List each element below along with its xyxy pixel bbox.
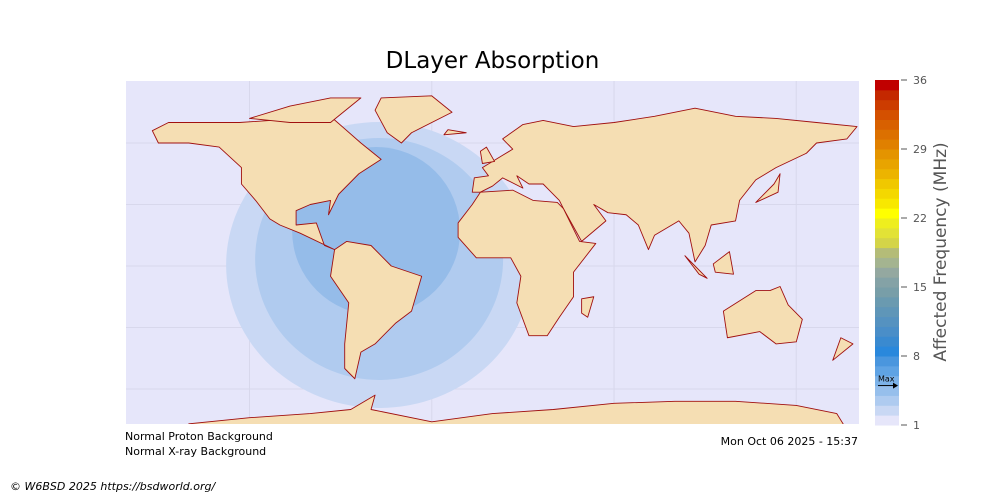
land-eurasia: [471, 107, 858, 263]
colorbar-segment: [875, 237, 899, 249]
max-marker-label: Max: [878, 375, 895, 384]
land-uk: [479, 146, 495, 164]
colorbar-label: Affected Frequency (MHz): [931, 142, 951, 362]
land-south-america: [330, 240, 423, 380]
proton-status: Normal Proton Background: [125, 430, 273, 443]
colorbar-segment: [875, 326, 899, 337]
colorbar-tick-label: 29: [913, 143, 927, 156]
colorbar-segment: [875, 277, 899, 288]
colorbar-segment: [875, 89, 899, 101]
colorbar-segment: [875, 227, 899, 239]
colorbar-tick-label: 15: [913, 281, 927, 294]
world-map: [126, 81, 859, 424]
colorbar-segment: [875, 109, 899, 120]
land-sumatra: [684, 255, 708, 279]
colorbar-segment: [875, 257, 899, 268]
colorbar-segment: [875, 395, 899, 406]
land-new-zealand: [832, 337, 854, 361]
colorbar-segment: [875, 415, 899, 426]
colorbar-segment: [875, 158, 899, 170]
colorbar-tick-label: 22: [913, 212, 927, 225]
colorbar-segment: [875, 168, 899, 180]
land-greenland: [374, 95, 453, 144]
colorbar-tick-label: 1: [913, 419, 920, 432]
colorbar-segment: [875, 356, 899, 367]
colorbar: 36 29 22 15 8 1 Max: [875, 74, 927, 432]
colorbar-segment: [875, 139, 899, 150]
colorbar-segment: [875, 80, 899, 91]
colorbar-segment: [875, 247, 899, 258]
colorbar-segment: [875, 316, 899, 327]
land-africa: [457, 189, 597, 337]
timestamp: Mon Oct 06 2025 - 15:37: [720, 435, 858, 448]
land-antarctica: [188, 394, 844, 424]
credit: © W6BSD 2025 https://bsdworld.org/: [10, 480, 216, 493]
land-japan: [755, 173, 781, 203]
colorbar-segment: [875, 287, 899, 298]
colorbar-segment: [875, 119, 899, 130]
colorbar-segment: [875, 178, 899, 189]
chart-title: DLayer Absorption: [385, 48, 600, 74]
land-iceland: [443, 129, 467, 136]
colorbar-segment: [875, 208, 899, 219]
colorbar-segment: [875, 365, 899, 377]
colorbar-segment: [875, 218, 899, 229]
colorbar-segment: [875, 375, 899, 387]
colorbar-segment: [875, 99, 899, 111]
max-arrow-head: [893, 382, 898, 389]
colorbar-segment: [875, 296, 899, 308]
land-madagascar: [581, 296, 595, 318]
xray-status: Normal X-ray Background: [125, 445, 267, 458]
colorbar-segment: [875, 149, 899, 160]
colorbar-segment: [875, 346, 899, 357]
colorbar-tick-label: 36: [913, 74, 927, 87]
colorbar-segment: [875, 385, 899, 396]
land-borneo: [712, 251, 734, 275]
colorbar-segment: [875, 306, 899, 318]
colorbar-segment: [875, 405, 899, 416]
land-australia: [722, 286, 803, 345]
land-canadian-arctic: [249, 97, 362, 123]
colorbar-segment: [875, 188, 899, 199]
colorbar-segment: [875, 267, 899, 278]
colorbar-tick-label: 8: [913, 350, 920, 363]
colorbar-segment: [875, 198, 899, 209]
colorbar-segment: [875, 129, 899, 140]
colorbar-segment: [875, 336, 899, 347]
